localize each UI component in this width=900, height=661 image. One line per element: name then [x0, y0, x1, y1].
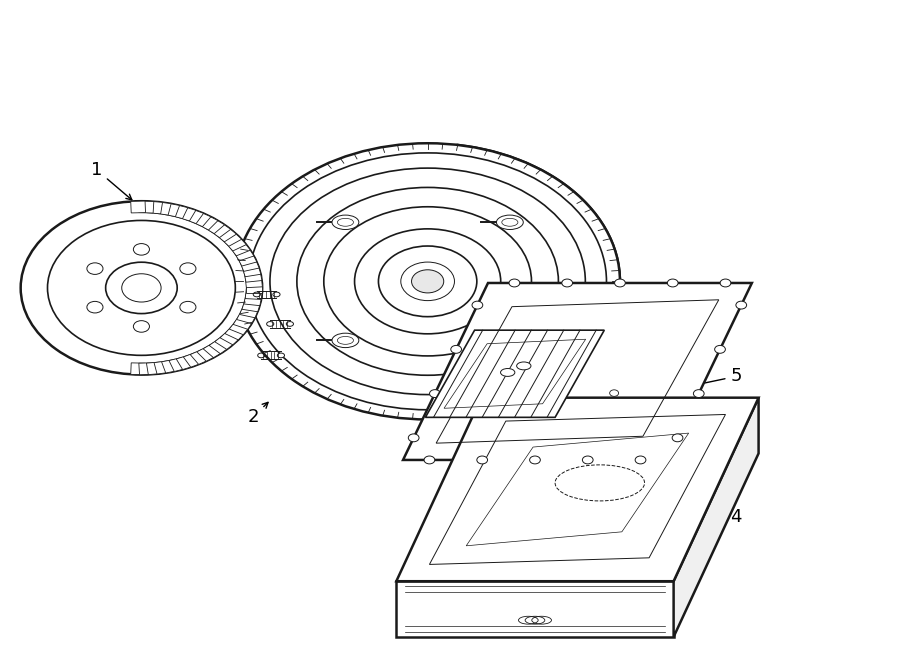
Circle shape — [720, 279, 731, 287]
Circle shape — [529, 456, 540, 464]
Text: 2: 2 — [248, 403, 268, 426]
Circle shape — [574, 350, 583, 357]
Circle shape — [477, 456, 488, 464]
Polygon shape — [426, 330, 604, 417]
Text: 1: 1 — [91, 161, 132, 200]
Polygon shape — [246, 283, 262, 293]
Polygon shape — [130, 201, 146, 213]
Circle shape — [472, 301, 482, 309]
Circle shape — [615, 279, 626, 287]
Polygon shape — [396, 581, 673, 637]
Polygon shape — [176, 206, 196, 221]
Polygon shape — [220, 231, 241, 247]
Polygon shape — [169, 204, 188, 219]
Polygon shape — [147, 362, 163, 375]
Ellipse shape — [105, 262, 177, 313]
Text: 6: 6 — [410, 387, 438, 405]
Circle shape — [538, 370, 547, 377]
Polygon shape — [154, 361, 171, 374]
Polygon shape — [162, 203, 180, 217]
Polygon shape — [147, 201, 163, 214]
Circle shape — [429, 389, 440, 397]
Polygon shape — [239, 258, 259, 272]
Circle shape — [409, 434, 419, 442]
Ellipse shape — [273, 292, 280, 297]
Ellipse shape — [517, 362, 531, 369]
Ellipse shape — [235, 143, 620, 420]
Polygon shape — [225, 236, 247, 251]
Polygon shape — [190, 212, 211, 227]
Polygon shape — [130, 363, 146, 375]
Polygon shape — [230, 320, 250, 334]
Polygon shape — [215, 226, 237, 242]
Polygon shape — [209, 222, 230, 237]
Polygon shape — [190, 349, 211, 364]
Text: 3: 3 — [521, 302, 585, 320]
Ellipse shape — [497, 333, 523, 348]
Polygon shape — [233, 247, 254, 261]
Polygon shape — [246, 276, 263, 288]
Polygon shape — [154, 202, 171, 215]
Ellipse shape — [497, 215, 523, 229]
Polygon shape — [184, 352, 203, 368]
Ellipse shape — [378, 246, 477, 317]
Polygon shape — [242, 264, 261, 277]
Ellipse shape — [332, 333, 359, 348]
Circle shape — [672, 434, 683, 442]
Text: 5: 5 — [684, 368, 742, 389]
Polygon shape — [197, 215, 218, 230]
Circle shape — [635, 456, 646, 464]
Ellipse shape — [21, 201, 262, 375]
Polygon shape — [233, 315, 254, 329]
Polygon shape — [246, 288, 263, 299]
Polygon shape — [237, 310, 256, 324]
Polygon shape — [176, 355, 196, 369]
Circle shape — [693, 389, 704, 397]
Polygon shape — [169, 357, 188, 371]
Polygon shape — [215, 334, 237, 350]
Polygon shape — [230, 241, 250, 256]
Circle shape — [715, 346, 725, 353]
Polygon shape — [396, 398, 759, 581]
Polygon shape — [184, 209, 203, 223]
Polygon shape — [139, 363, 154, 375]
Polygon shape — [197, 346, 218, 361]
Polygon shape — [209, 338, 230, 354]
Polygon shape — [162, 359, 180, 373]
Polygon shape — [242, 299, 261, 312]
Polygon shape — [139, 201, 154, 213]
Circle shape — [502, 397, 511, 403]
Polygon shape — [673, 398, 759, 637]
Polygon shape — [239, 305, 259, 318]
Circle shape — [562, 279, 572, 287]
Polygon shape — [403, 283, 752, 460]
Ellipse shape — [411, 270, 444, 293]
Ellipse shape — [332, 215, 359, 229]
Ellipse shape — [500, 369, 515, 376]
Polygon shape — [220, 330, 241, 345]
Circle shape — [667, 279, 678, 287]
Ellipse shape — [286, 322, 293, 327]
Text: 4: 4 — [684, 508, 742, 526]
Circle shape — [509, 279, 520, 287]
Polygon shape — [203, 218, 225, 233]
Polygon shape — [237, 252, 256, 266]
Circle shape — [451, 346, 462, 353]
Circle shape — [609, 390, 618, 397]
Polygon shape — [244, 270, 262, 282]
Circle shape — [582, 456, 593, 464]
Circle shape — [424, 456, 435, 464]
Polygon shape — [203, 342, 225, 358]
Polygon shape — [244, 293, 262, 305]
Circle shape — [736, 301, 747, 309]
Polygon shape — [225, 325, 247, 340]
Polygon shape — [454, 145, 620, 418]
Ellipse shape — [277, 353, 284, 358]
